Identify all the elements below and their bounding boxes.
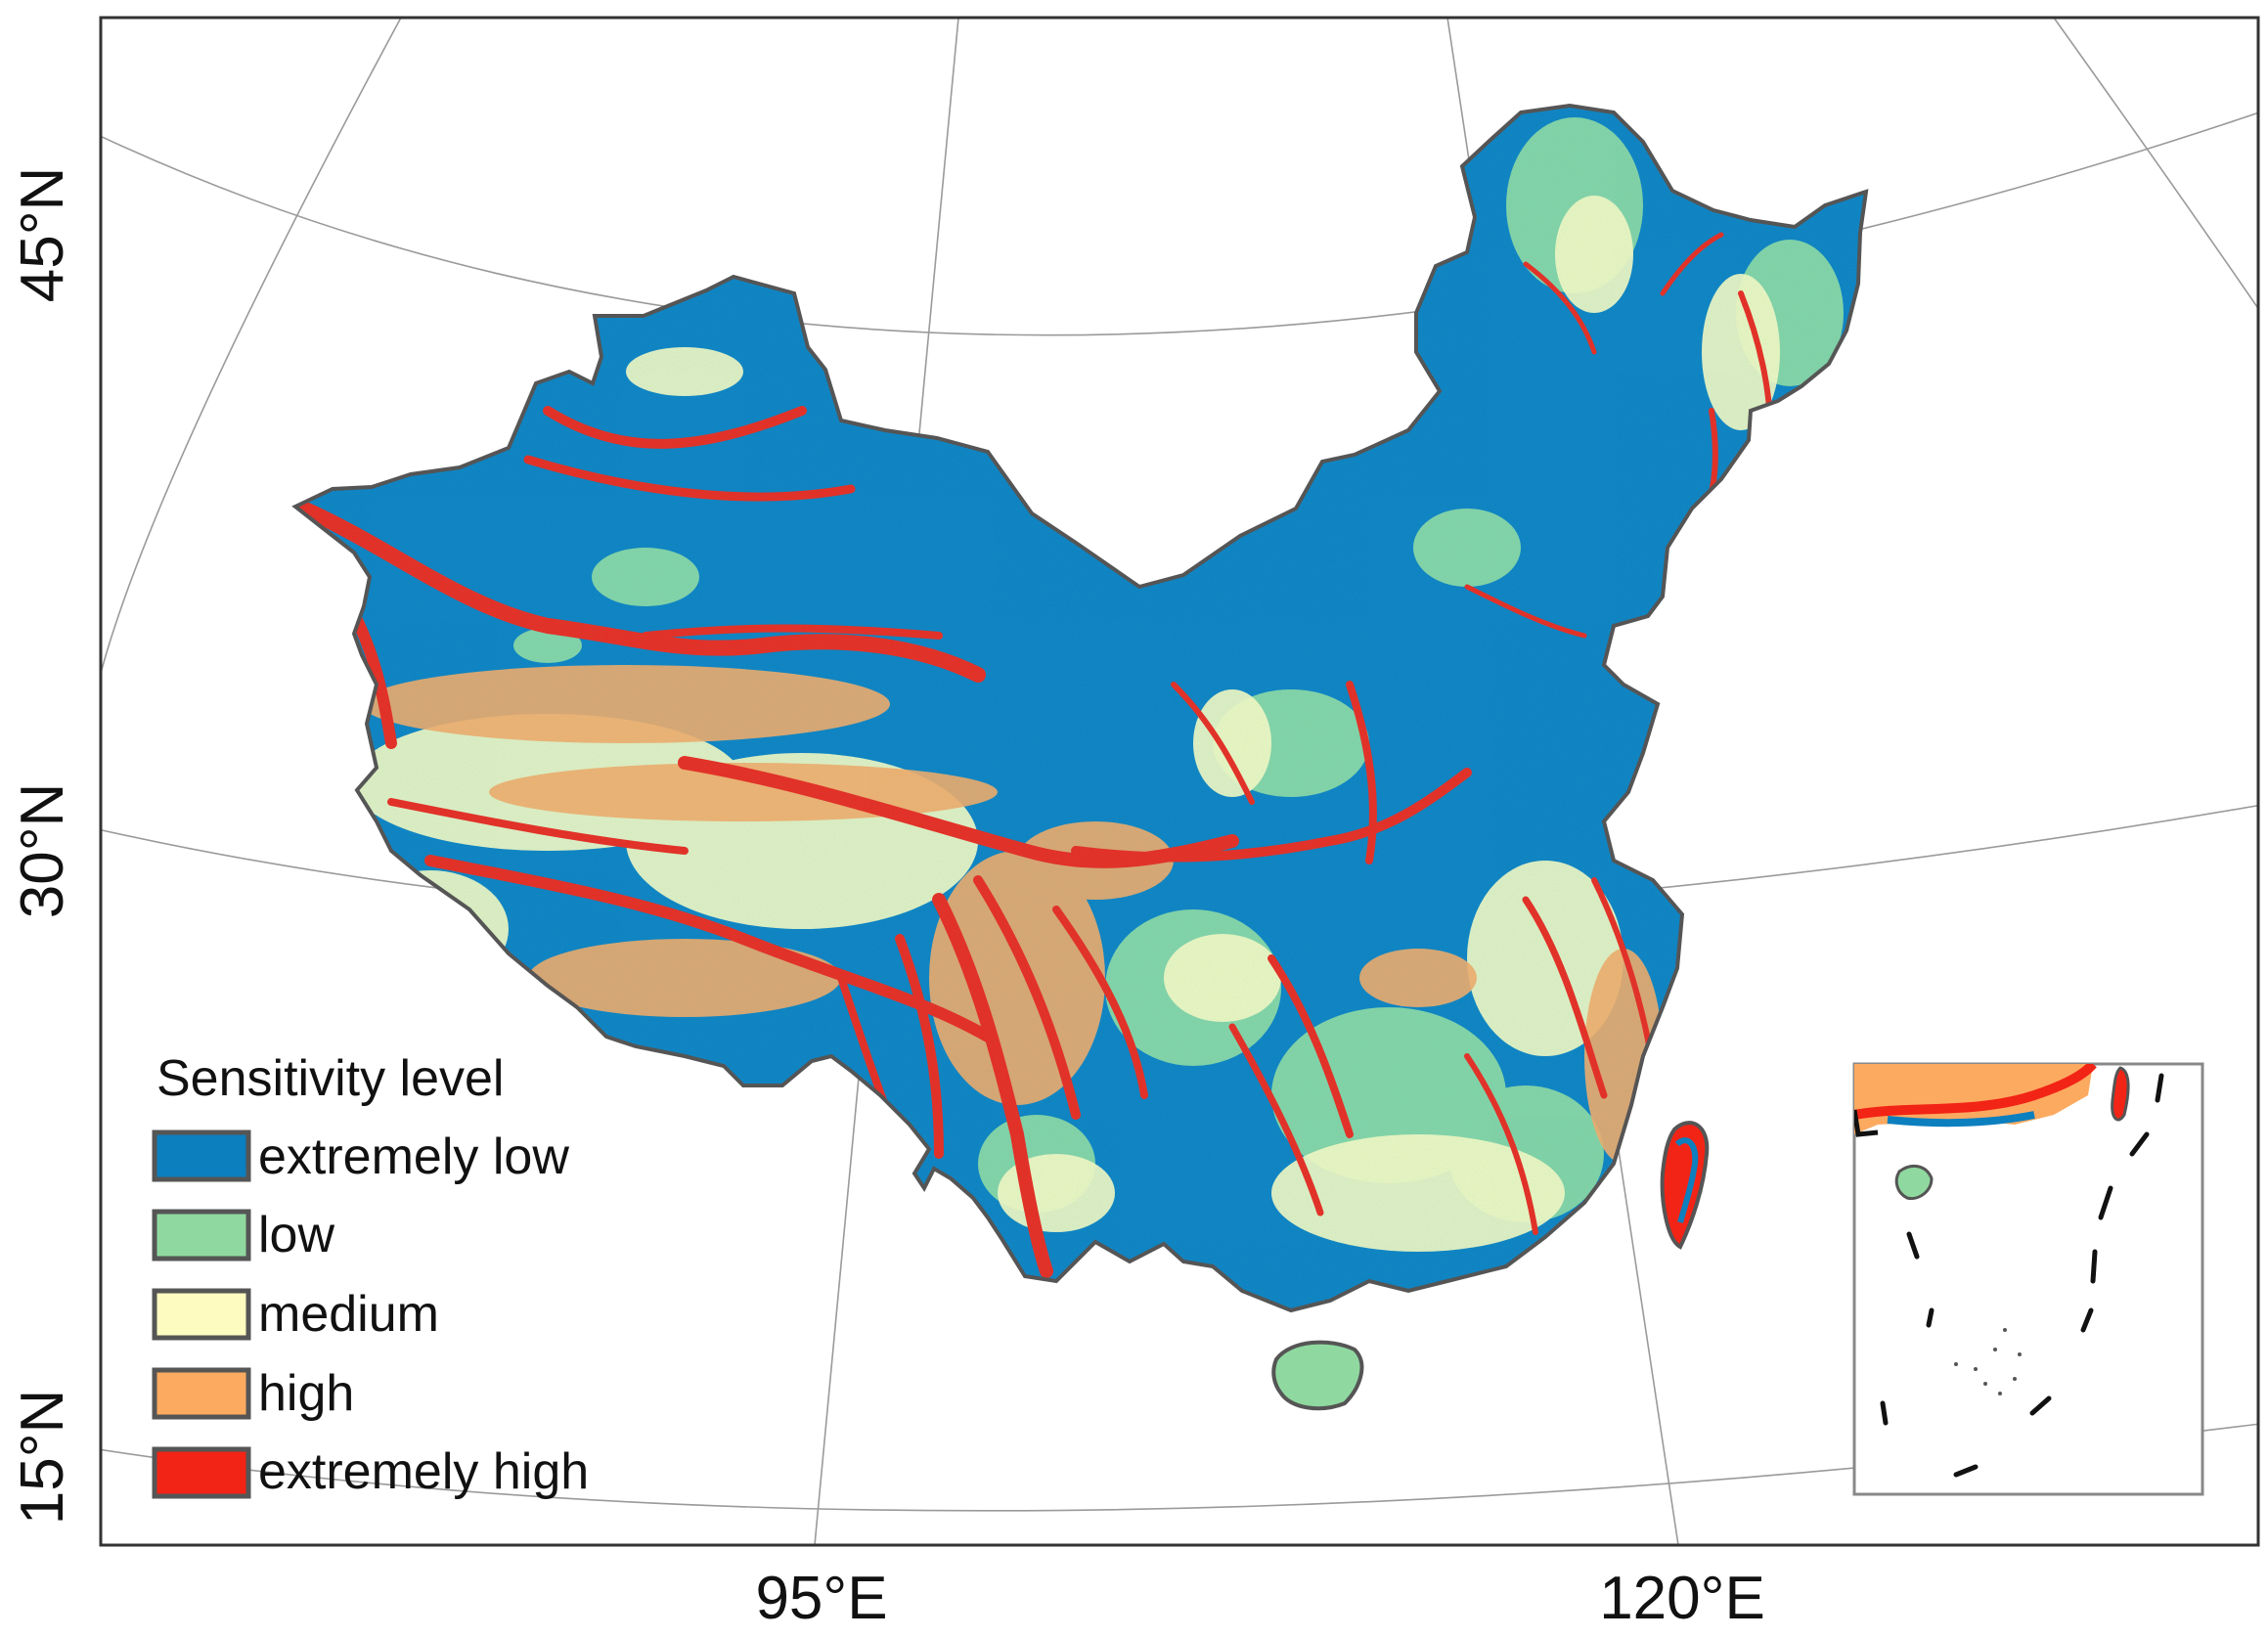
inset-hainan	[1894, 1164, 1934, 1201]
lat-label-45: 45°N	[9, 167, 76, 303]
hainan-island	[1271, 1340, 1364, 1411]
legend-label-low: low	[258, 1207, 334, 1263]
legend-swatch-extremely-high	[152, 1446, 251, 1499]
legend-swatch-high	[152, 1367, 251, 1420]
legend-title: Sensitivity level	[156, 1050, 504, 1107]
south-china-sea-inset	[1852, 1062, 2204, 1496]
legend-label-medium: medium	[258, 1286, 439, 1343]
lon-label-95: 95°E	[755, 1565, 887, 1632]
lat-label-30: 30°N	[9, 783, 76, 919]
graticule-meridian-east	[2053, 18, 2258, 310]
legend-swatch-extremely-low	[152, 1129, 251, 1182]
graticule-parallel-45	[101, 111, 2258, 336]
inset-taiwan	[2111, 1066, 2130, 1122]
graticule-meridian-west	[101, 18, 402, 677]
legend-swatch-medium	[152, 1288, 251, 1341]
legend: Sensitivity level extremely low low medi…	[152, 1050, 589, 1500]
lon-label-120: 120°E	[1599, 1565, 1765, 1632]
legend-label-extremely-high: extremely high	[258, 1443, 589, 1500]
inset-islets	[1954, 1328, 2022, 1395]
lat-label-15: 15°N	[9, 1390, 76, 1526]
islands	[1271, 1121, 1710, 1411]
nine-dash-line	[1880, 1073, 2164, 1478]
map-frame	[99, 16, 2260, 1547]
legend-swatch-low	[152, 1209, 251, 1262]
legend-label-high: high	[258, 1365, 354, 1422]
legend-label-extremely-low: extremely low	[258, 1129, 569, 1185]
